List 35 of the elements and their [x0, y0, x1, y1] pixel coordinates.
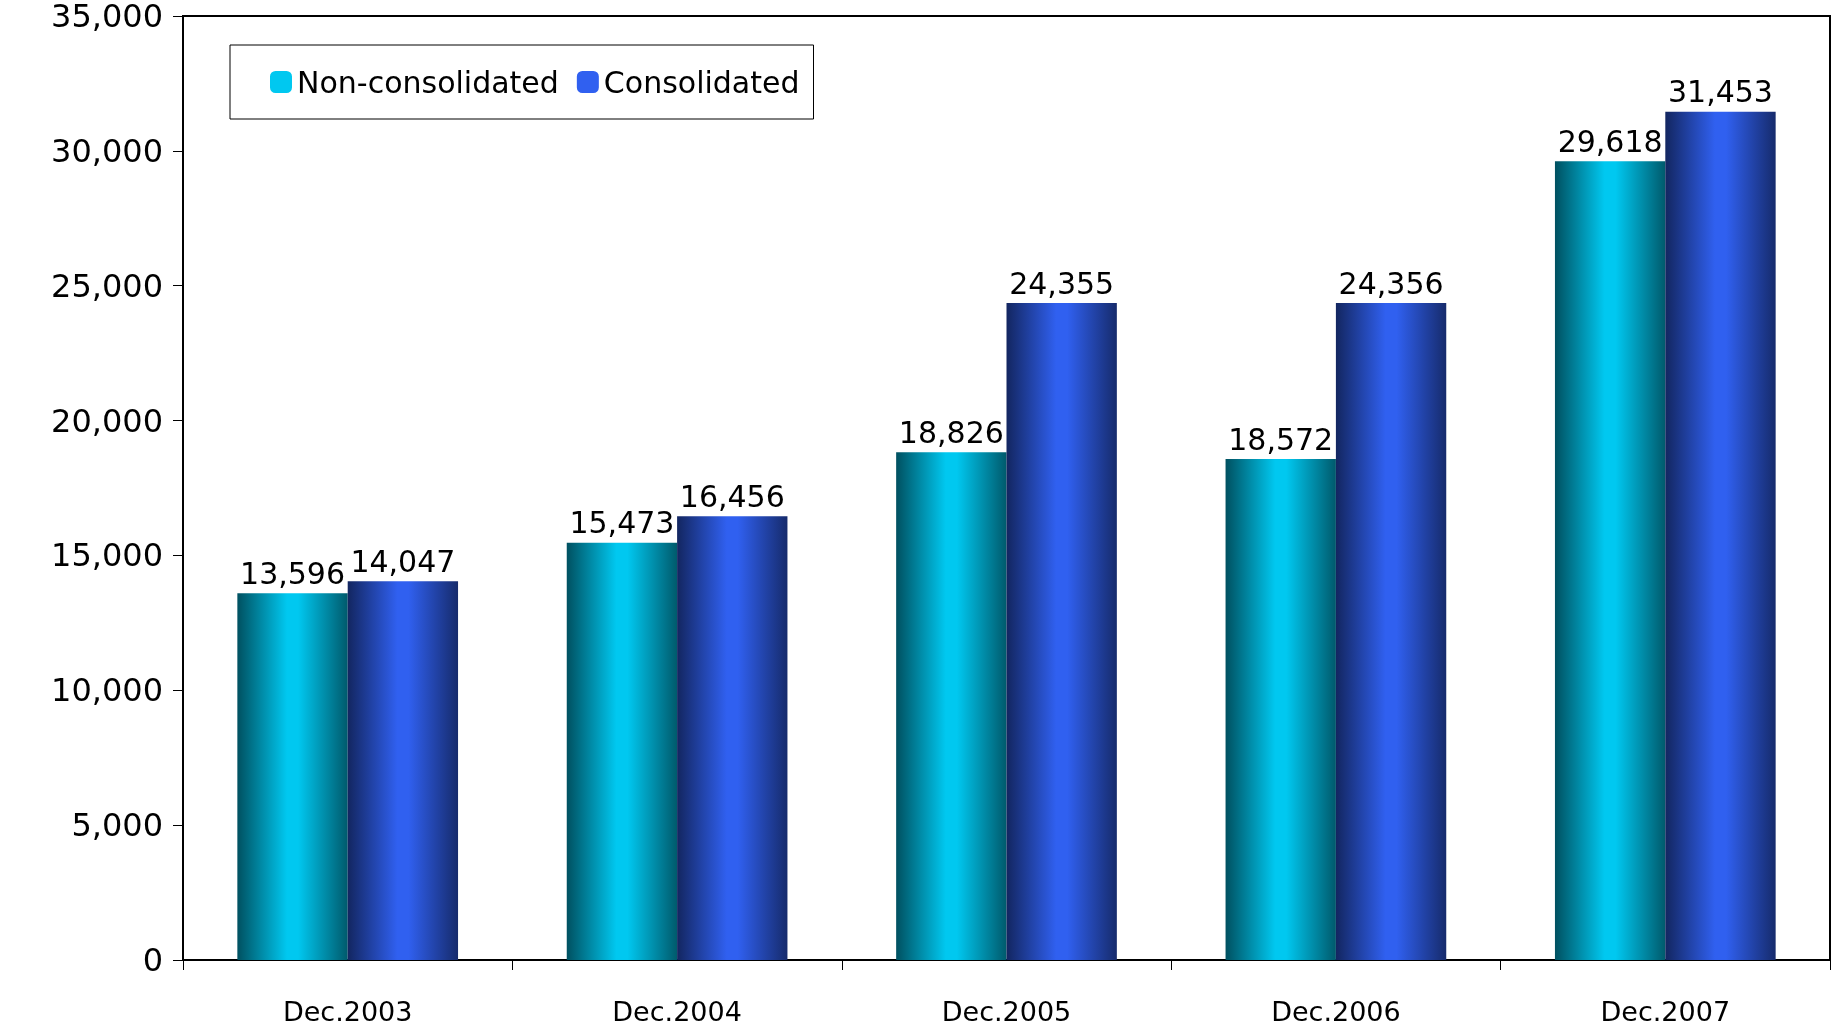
- x-tick-label: Dec.2006: [1271, 996, 1401, 1027]
- bar: [1335, 303, 1447, 960]
- bar: [896, 452, 1007, 960]
- bar: [1006, 303, 1117, 960]
- data-label: 13,596: [240, 555, 346, 591]
- y-tick-label: 5,000: [71, 806, 163, 845]
- data-label: 16,456: [679, 478, 785, 514]
- legend-label: Consolidated: [603, 64, 800, 100]
- data-label: 18,826: [898, 414, 1004, 450]
- y-tick-label: 20,000: [51, 401, 163, 440]
- y-tick-label: 0: [142, 941, 163, 979]
- data-label: 24,356: [1338, 265, 1444, 301]
- y-tick-label: 10,000: [51, 671, 163, 710]
- bar: [677, 516, 788, 960]
- legend-label: Non-consolidated: [297, 64, 559, 100]
- y-tick-label: 35,000: [51, 0, 163, 35]
- data-label: 18,572: [1228, 421, 1334, 457]
- x-tick-label: Dec.2007: [1600, 996, 1731, 1027]
- bar: [566, 542, 678, 960]
- y-tick-label: 25,000: [51, 266, 163, 305]
- y-tick-label: 15,000: [51, 536, 163, 575]
- bar: [1554, 161, 1666, 960]
- bar: [237, 593, 348, 960]
- y-tick-label: 30,000: [51, 131, 163, 170]
- x-tick-label: Dec.2004: [612, 996, 742, 1027]
- bar: [1225, 459, 1336, 960]
- x-tick-label: Dec.2003: [282, 996, 413, 1027]
- data-label: 14,047: [350, 543, 456, 579]
- bar: [1665, 111, 1776, 960]
- bar: [347, 581, 459, 960]
- data-label: 24,355: [1009, 265, 1115, 301]
- x-tick-label: Dec.2005: [941, 996, 1072, 1027]
- data-label: 31,453: [1667, 74, 1773, 110]
- data-label: 15,473: [569, 505, 675, 541]
- data-label: 29,618: [1557, 123, 1663, 159]
